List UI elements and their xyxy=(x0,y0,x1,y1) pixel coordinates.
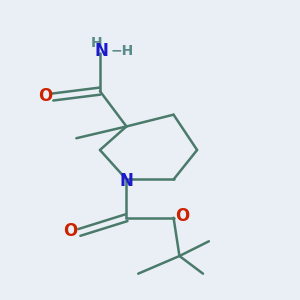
Text: −H: −H xyxy=(110,44,134,58)
Text: N: N xyxy=(94,42,108,60)
Text: N: N xyxy=(119,172,134,190)
Text: H: H xyxy=(91,35,103,50)
Text: O: O xyxy=(63,222,78,240)
Text: O: O xyxy=(175,207,190,225)
Text: O: O xyxy=(38,86,52,104)
